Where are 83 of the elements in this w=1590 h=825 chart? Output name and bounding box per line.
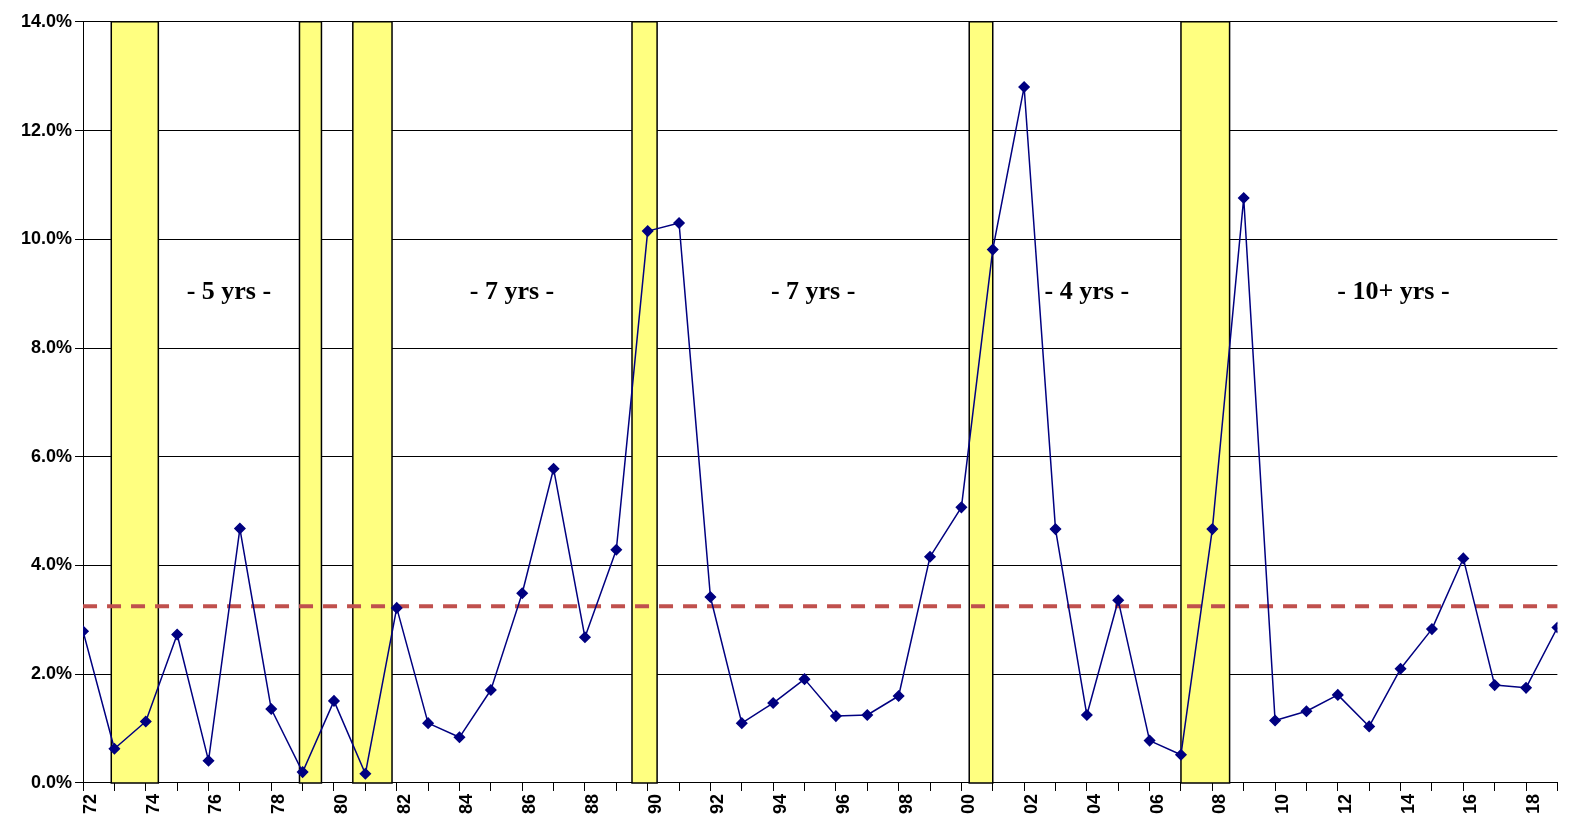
annotation: - 4 yrs -: [1044, 275, 1130, 305]
y-tick-label: 12.0%: [20, 119, 73, 140]
x-tick-label: 84: [456, 793, 477, 815]
point: [798, 673, 811, 685]
point: [296, 766, 309, 778]
x-tick-label: 98: [895, 793, 916, 815]
point: [516, 587, 528, 599]
point: [1394, 663, 1407, 675]
point: [1520, 682, 1532, 694]
y-tick-label: 2.0%: [31, 663, 73, 684]
annotation: - 10+ yrs -: [1337, 275, 1450, 305]
annotation: - 7 yrs -: [770, 275, 856, 305]
point: [1457, 552, 1470, 565]
point: [1143, 734, 1156, 747]
point: [265, 703, 278, 715]
x-tick-label: 90: [644, 793, 665, 815]
x-tick-label: 78: [268, 793, 289, 815]
point: [1018, 81, 1030, 93]
point: [1426, 623, 1438, 635]
point: [610, 543, 623, 556]
point: [704, 591, 717, 603]
point: [861, 709, 874, 721]
point: [108, 742, 121, 755]
x-tick-label: 08: [1209, 793, 1230, 815]
point: [641, 225, 654, 237]
y-tick-label: 14.0%: [20, 10, 73, 31]
y-tick-label: 4.0%: [31, 554, 73, 575]
point: [987, 243, 999, 256]
point: [1175, 748, 1187, 761]
x-tick-label: 82: [393, 793, 414, 815]
point: [892, 690, 905, 702]
point: [485, 684, 497, 696]
point: [422, 717, 434, 729]
point: [1332, 689, 1344, 701]
point: [1488, 679, 1501, 691]
point: [1081, 709, 1093, 721]
x-tick-label: 12: [1334, 793, 1355, 815]
x-tick-label: 10: [1272, 793, 1293, 815]
y-tick-label: 10.0%: [20, 228, 73, 249]
x-tick-label: 18: [1523, 793, 1543, 815]
point: [547, 462, 560, 475]
point: [140, 715, 152, 728]
y-tick-label: 6.0%: [31, 445, 73, 466]
x-tick-label: 14: [1397, 793, 1418, 815]
point: [1300, 705, 1313, 717]
point: [1112, 594, 1124, 607]
point: [234, 522, 246, 535]
point: [1363, 720, 1375, 733]
x-tick-label: 00: [958, 793, 979, 815]
point: [1237, 192, 1250, 204]
x-tick-label: 02: [1021, 793, 1042, 815]
x-tick-label: 92: [707, 793, 728, 815]
x-tick-label: 86: [519, 793, 540, 815]
point: [1049, 523, 1062, 535]
y-tick-label: 0.0%: [31, 771, 73, 792]
point: [390, 602, 403, 614]
point: [955, 501, 968, 514]
x-tick-label: 88: [581, 793, 602, 815]
x-tick-label: 06: [1146, 793, 1167, 815]
x-tick-label: 94: [770, 793, 791, 815]
x-tick-label: 76: [205, 793, 226, 815]
point: [1269, 714, 1281, 727]
point: [579, 631, 591, 644]
x-tick-label: 16: [1460, 793, 1481, 815]
annotation: - 7 yrs -: [469, 275, 555, 305]
point: [171, 628, 183, 641]
point: [924, 551, 936, 563]
point: [736, 717, 748, 729]
point: [453, 731, 466, 744]
x-tick-label: 72: [80, 793, 101, 815]
annotation: - 5 yrs -: [186, 275, 272, 305]
point: [673, 217, 685, 229]
point: [767, 697, 779, 709]
point: [359, 767, 372, 780]
x-tick-label: 96: [832, 793, 853, 815]
x-tick-label: 04: [1083, 793, 1104, 815]
point: [328, 695, 340, 707]
y-tick-label: 8.0%: [31, 336, 73, 357]
point: [1206, 523, 1219, 535]
point: [830, 710, 842, 722]
point: [202, 754, 215, 767]
x-tick-label: 74: [142, 793, 163, 815]
x-tick-label: 80: [330, 793, 351, 815]
